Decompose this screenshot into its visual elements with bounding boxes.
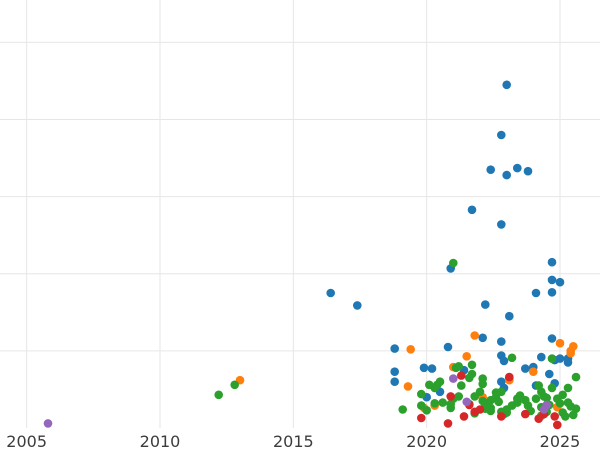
data-point [523,166,533,176]
data-point [563,383,573,393]
data-point [398,405,408,414]
data-point [467,369,477,379]
data-point [502,170,512,180]
data-point [542,400,551,410]
data-point [537,352,546,362]
data-point [430,399,440,408]
data-point [230,380,239,390]
data-point [454,392,464,401]
data-point [390,377,400,387]
data-point [481,300,490,309]
data-point [446,403,456,413]
data-point [566,348,575,358]
data-point [443,342,453,352]
x-tick-labels: 2005 2010 2015 2020 2025 [6,432,580,450]
data-point [521,409,530,419]
data-point [390,367,400,377]
data-point [502,80,512,90]
data-point [454,362,464,371]
data-point [406,345,416,354]
data-point [547,383,557,393]
x-tick-label: 2025 [540,432,581,450]
data-point [462,397,472,407]
data-point [571,404,581,414]
data-point [553,420,562,430]
data-point [43,419,53,428]
data-point [478,333,488,343]
data-point [422,406,432,415]
x-tick-label: 2005 [6,432,47,450]
data-point [513,163,522,173]
data-point [542,393,551,403]
data-point [443,419,453,428]
data-point [507,353,517,363]
data-point [555,354,565,363]
data-point [459,412,469,421]
data-point [521,364,530,373]
data-point [547,354,557,363]
data-point [555,338,565,348]
data-point [494,397,504,407]
data-point [505,311,514,321]
data-point [561,412,570,421]
data-point [497,130,506,140]
x-tick-label: 2020 [406,432,447,450]
data-point [438,398,448,407]
data-point [403,382,413,391]
data-point [555,277,565,287]
data-point [435,377,445,387]
data-point [545,369,554,379]
data-point [497,220,506,229]
data-point [419,363,429,373]
data-point [326,288,336,298]
data-point [547,275,557,285]
data-point [529,367,538,377]
data-point [446,392,456,401]
data-point [497,412,506,421]
data-point [547,334,557,343]
x-tick-label: 2010 [140,432,181,450]
data-point [475,405,485,414]
data-point [486,165,496,174]
data-point [547,257,557,267]
data-point [547,288,557,297]
data-point [457,381,466,390]
data-point [470,331,480,340]
data-point [462,352,472,361]
data-point [571,372,581,382]
data-point [417,389,426,399]
data-point [467,360,477,370]
data-points [43,80,581,430]
data-point [531,288,541,298]
data-point [475,387,485,397]
data-point [499,356,509,366]
data-point [417,413,426,423]
data-point [486,406,496,416]
data-point [449,374,458,383]
data-point [457,371,466,380]
data-point [353,301,362,310]
data-point [550,412,559,421]
data-point [214,390,223,400]
data-point [467,205,477,215]
data-point [497,337,506,346]
data-point [449,258,458,268]
data-point [497,387,506,397]
data-point [531,394,541,404]
data-point [558,390,567,400]
x-tick-label: 2015 [273,432,314,450]
data-point [478,379,488,389]
data-point [427,364,437,373]
data-point [390,344,400,353]
grid-lines [0,0,600,428]
data-point [555,399,565,408]
data-point [505,372,514,382]
